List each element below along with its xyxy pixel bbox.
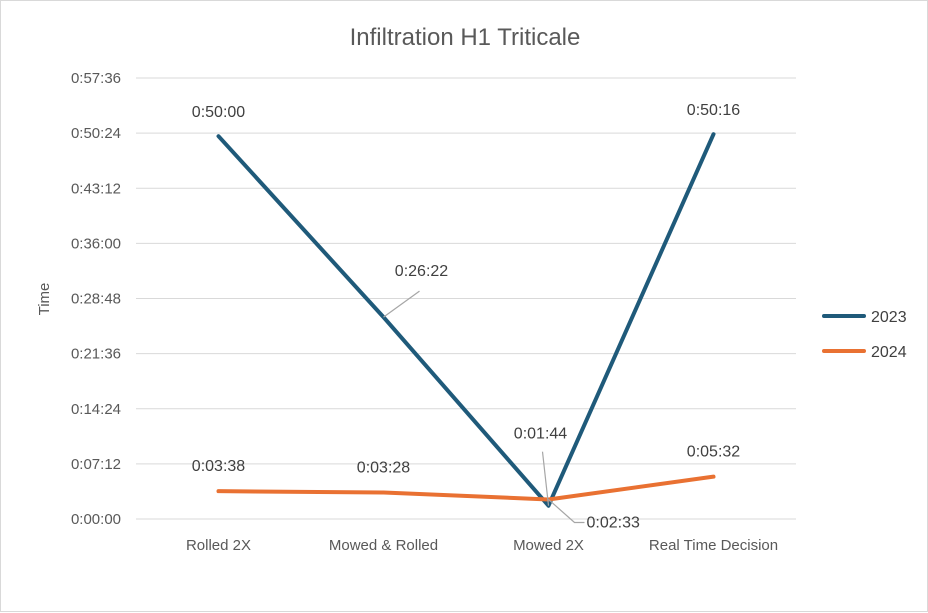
y-tick-label: 0:21:36 <box>71 346 121 363</box>
data-label-2024: 0:03:38 <box>192 458 245 475</box>
legend-label-2024: 2024 <box>871 344 907 361</box>
y-tick-label: 0:07:12 <box>71 456 121 473</box>
data-label-2024: 0:05:32 <box>687 444 740 461</box>
data-labels: 0:50:00 0:26:22 0:01:44 0:50:16 0:03:38 0:03:… <box>192 102 740 531</box>
series-lines <box>216 132 716 508</box>
y-tick-label: 0:57:36 <box>71 70 121 87</box>
series-line-2024 <box>216 474 716 502</box>
data-label-2024: 0:02:33 <box>587 514 640 531</box>
data-label-2023: 0:50:16 <box>687 102 740 119</box>
y-axis-ticks: 0:00:00 0:07:12 0:14:24 0:21:36 0:28:48 0:36:… <box>71 70 121 528</box>
chart-title: Infiltration H1 Triticale <box>350 24 581 51</box>
y-tick-label: 0:43:12 <box>71 180 121 197</box>
data-label-2024: 0:03:28 <box>357 459 410 476</box>
y-tick-label: 0:14:24 <box>71 401 121 418</box>
x-tick-label: Mowed & Rolled <box>329 537 438 554</box>
leader-line <box>548 499 585 524</box>
y-tick-label: 0:36:00 <box>71 235 121 252</box>
y-tick-label: 0:00:00 <box>71 511 121 528</box>
x-tick-label: Rolled 2X <box>186 537 251 554</box>
gridlines <box>136 77 796 520</box>
x-tick-label: Mowed 2X <box>513 537 584 554</box>
y-axis-label: Time <box>36 283 53 316</box>
data-label-2023: 0:26:22 <box>395 263 448 280</box>
data-label-2023: 0:50:00 <box>192 104 245 121</box>
legend: 2023 2024 <box>822 309 907 361</box>
x-tick-label: Real Time Decision <box>649 537 778 554</box>
y-tick-label: 0:50:24 <box>71 125 121 142</box>
y-tick-label: 0:28:48 <box>71 291 121 308</box>
legend-label-2023: 2023 <box>871 309 907 326</box>
series-line-2023 <box>216 132 716 508</box>
data-label-2023: 0:01:44 <box>514 426 567 443</box>
x-axis-ticks: Rolled 2X Mowed & Rolled Mowed 2X Real Time… <box>186 537 778 554</box>
leader-line <box>541 451 550 506</box>
leader-line <box>383 290 420 318</box>
